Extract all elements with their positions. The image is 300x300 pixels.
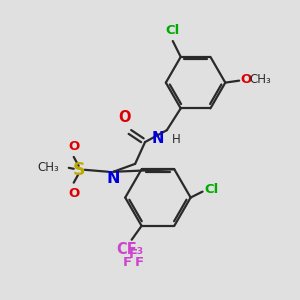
Text: CH₃: CH₃ — [249, 73, 271, 86]
Text: F: F — [129, 248, 138, 261]
Text: F: F — [123, 256, 132, 268]
Text: Cl: Cl — [166, 24, 180, 37]
Text: N: N — [152, 131, 164, 146]
Text: N: N — [106, 171, 120, 186]
Text: O: O — [68, 187, 79, 200]
Text: Cl: Cl — [205, 183, 219, 196]
Text: H: H — [172, 133, 181, 146]
Text: F: F — [135, 256, 144, 268]
Text: S: S — [72, 161, 85, 179]
Text: O: O — [68, 140, 79, 153]
Text: CF₃: CF₃ — [116, 242, 143, 257]
Text: O: O — [118, 110, 130, 125]
Text: CH₃: CH₃ — [37, 161, 59, 174]
Text: O: O — [240, 73, 251, 86]
